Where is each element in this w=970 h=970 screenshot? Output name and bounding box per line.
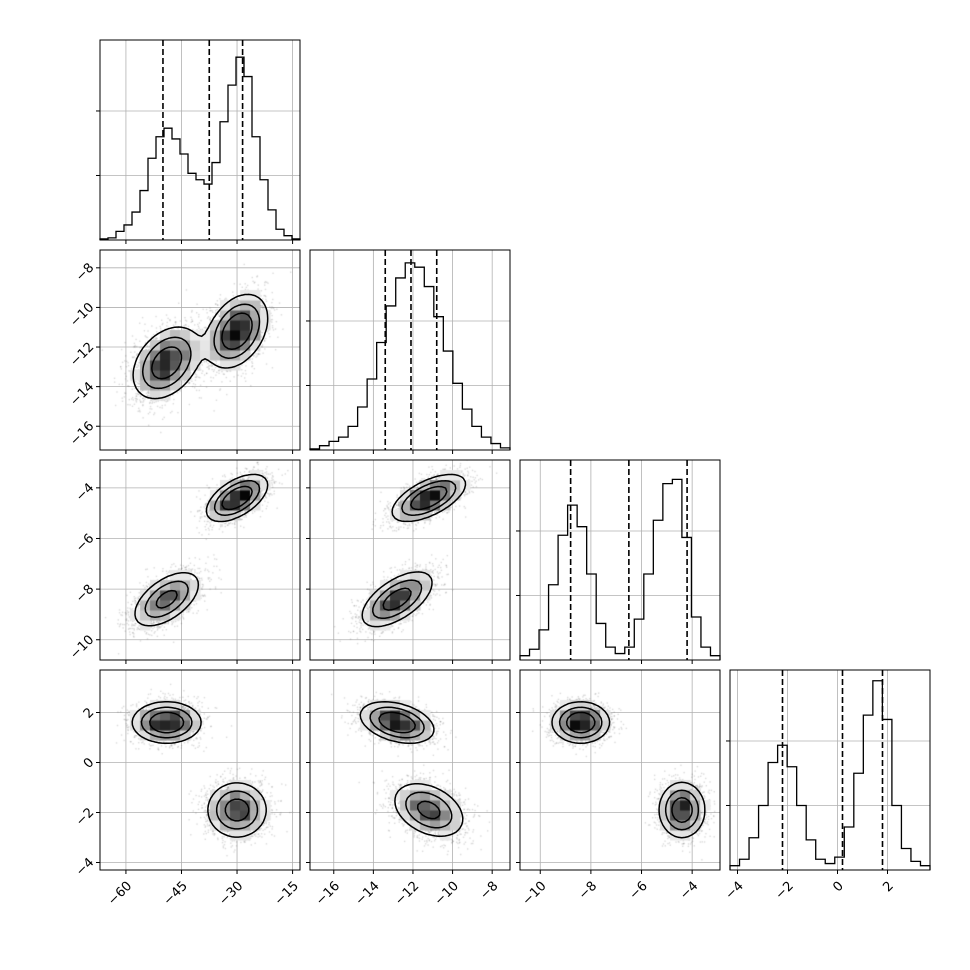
x-tick-label-0: −15 xyxy=(272,879,302,909)
panel-0-1-frame xyxy=(99,249,301,451)
panel-2-3-contour-0 xyxy=(551,701,706,839)
panel-1-2-contour-0 xyxy=(361,473,467,628)
x-tick-label-1: −8 xyxy=(477,879,501,903)
panel-1-3-density-image xyxy=(310,670,510,870)
panel-2-3-content xyxy=(520,670,720,870)
hist-frame-0 xyxy=(99,39,301,241)
histogram-1 xyxy=(309,262,511,450)
x-tick-label-2: −4 xyxy=(677,879,701,903)
y-tick-label-3: −2 xyxy=(73,805,97,829)
plot-layer: −4 −2 0 2 −16 −14 −12 −10 −8 −10 −8 −6 −4 −4 −2 0 2 −60 −4… xyxy=(67,39,931,909)
y-tick-label-3: 0 xyxy=(81,755,97,771)
panel-0-3-density-image xyxy=(100,670,300,870)
y-tick-label-3: 2 xyxy=(81,705,97,721)
hist-frame-2 xyxy=(519,459,721,661)
panel-0-2-contour-0 xyxy=(134,473,269,627)
x-tick-label-2: −10 xyxy=(520,879,550,909)
x-tick-label-1: −14 xyxy=(353,879,383,909)
panel-0-2-density-image xyxy=(100,460,300,660)
panel-0-2-content xyxy=(100,460,300,660)
y-tick-label-1: −10 xyxy=(67,300,97,330)
x-tick-label-0: −45 xyxy=(161,879,191,909)
panel-2-3-contour-2 xyxy=(565,711,693,824)
panel-2-3-contour-1 xyxy=(558,706,700,831)
panel-0-2-frame xyxy=(99,459,301,661)
x-tick-label-3: −2 xyxy=(773,879,797,903)
x-tick-label-1: −16 xyxy=(313,879,343,909)
x-tick-label-3: 0 xyxy=(830,879,846,895)
x-tick-label-0: −30 xyxy=(216,879,246,909)
x-tick-label-3: −4 xyxy=(723,879,747,903)
panel-1-3-contour-1 xyxy=(369,706,453,829)
panel-1-2-contour-2 xyxy=(382,485,448,611)
hist-frame-3 xyxy=(729,669,931,871)
y-tick-label-2: −10 xyxy=(67,632,97,662)
y-tick-label-1: −14 xyxy=(67,379,97,409)
panel-0-3-contour-0 xyxy=(131,701,267,838)
panel-0-2-contour-1 xyxy=(144,479,261,618)
panel-2-3-frame xyxy=(519,669,721,871)
x-tick-label-3: 2 xyxy=(880,879,896,895)
y-tick-label-1: −8 xyxy=(73,261,97,285)
y-tick-label-1: −16 xyxy=(67,419,97,449)
x-tick-label-2: −8 xyxy=(576,879,600,903)
panel-0-3-frame xyxy=(99,669,301,871)
x-tick-label-1: −10 xyxy=(432,879,462,909)
panel-0-3-contour-1 xyxy=(140,706,259,830)
y-tick-label-3: −4 xyxy=(73,855,97,879)
panel-1-3-contour-0 xyxy=(359,701,464,838)
histogram-2 xyxy=(519,478,721,660)
panel-1-2-content xyxy=(310,460,510,660)
histogram-3 xyxy=(729,680,931,870)
panel-0-1-density-image xyxy=(100,250,300,450)
panel-0-1-contour-0 xyxy=(132,293,269,400)
panel-1-2-frame xyxy=(309,459,511,661)
histogram-0 xyxy=(99,56,301,240)
x-tick-label-2: −6 xyxy=(627,879,651,903)
panel-0-3-contour-2 xyxy=(148,711,250,822)
x-tick-label-1: −12 xyxy=(392,879,422,909)
panel-0-3-content xyxy=(100,670,300,870)
panel-2-3-density-image xyxy=(520,670,720,870)
panel-1-2-density-image xyxy=(310,460,510,660)
y-tick-label-2: −4 xyxy=(73,481,97,505)
panel-0-1-content xyxy=(100,250,300,450)
panel-1-3-content xyxy=(310,670,510,870)
panel-1-2-contour-1 xyxy=(372,479,457,620)
panel-0-1-contour-1 xyxy=(141,303,261,390)
panel-0-2-contour-2 xyxy=(155,485,253,609)
y-tick-label-1: −12 xyxy=(67,340,97,370)
y-tick-label-2: −8 xyxy=(73,582,97,606)
panel-1-3-contour-2 xyxy=(378,711,441,820)
panel-0-1-contour-2 xyxy=(151,312,253,380)
x-tick-label-0: −60 xyxy=(105,879,135,909)
y-tick-label-2: −6 xyxy=(73,531,97,555)
panel-1-3-frame xyxy=(309,669,511,871)
hist-frame-1 xyxy=(309,249,511,451)
